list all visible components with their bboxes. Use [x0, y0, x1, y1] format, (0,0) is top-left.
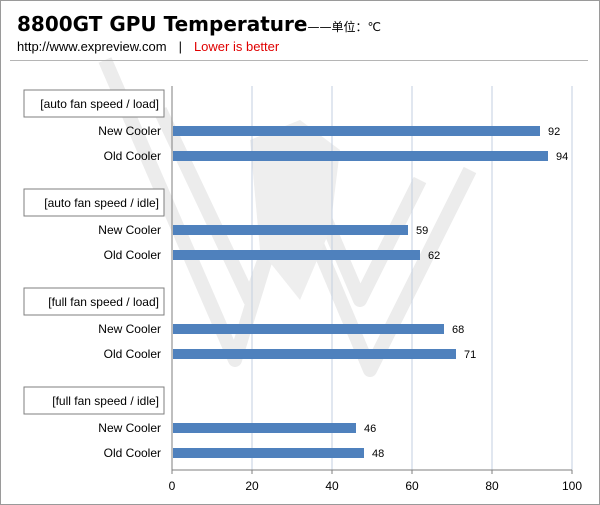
bar: [173, 250, 420, 260]
bar-value-label: 68: [452, 324, 464, 336]
category-label: Old Cooler: [104, 446, 161, 460]
bar: [173, 225, 408, 235]
x-axis: 0 20 40 60 80 100: [169, 86, 582, 493]
grid-lines: [251, 86, 573, 470]
group-label: [full fan speed / idle]: [52, 394, 159, 408]
x-tick-label: 40: [325, 479, 339, 493]
x-tick-label: 60: [405, 479, 419, 493]
x-tick-label: 0: [169, 479, 176, 493]
unit-note: ——单位：℃: [307, 20, 381, 34]
bar: [173, 349, 456, 359]
category-label: Old Cooler: [104, 248, 161, 262]
group-label-box: [23, 188, 165, 217]
category-label: New Cooler: [98, 124, 161, 138]
subtitle-line: http://www.expreview.com | Lower is better: [17, 39, 279, 54]
category-label: Old Cooler: [104, 149, 161, 163]
group-label-box: [23, 287, 165, 316]
category-label: New Cooler: [98, 223, 161, 237]
bar-value-label: 59: [416, 225, 428, 237]
x-tick-label: 100: [562, 479, 582, 493]
group-label-box: [23, 386, 165, 415]
x-tick-label: 20: [245, 479, 259, 493]
category-labels: [auto fan speed / load] New Cooler Old Coo…: [23, 89, 165, 460]
header-divider: [10, 60, 588, 61]
bar: [173, 448, 364, 458]
category-label: Old Cooler: [104, 347, 161, 361]
bars: 92 94 59 62 68 71 46 48: [173, 126, 568, 460]
category-label: New Cooler: [98, 322, 161, 336]
category-label: New Cooler: [98, 421, 161, 435]
bar-value-label: 92: [548, 126, 560, 138]
bar-value-label: 94: [556, 151, 568, 163]
bar-value-label: 48: [372, 448, 384, 460]
lower-is-better-note: Lower is better: [193, 39, 280, 54]
group-label-box: [23, 89, 165, 118]
group-label: [auto fan speed / idle]: [44, 196, 159, 210]
subtitle-separator: |: [178, 39, 182, 54]
site-url: http://www.expreview.com: [17, 39, 167, 54]
group-label: [full fan speed / load]: [48, 295, 159, 309]
bar-value-label: 62: [428, 250, 440, 262]
bar: [173, 151, 548, 161]
bar: [173, 324, 444, 334]
bar: [173, 423, 356, 433]
bar-value-label: 46: [364, 423, 376, 435]
bar: [173, 126, 540, 136]
group-label: [auto fan speed / load]: [40, 97, 159, 111]
chart-title: 8800GT GPU Temperature: [17, 12, 308, 36]
title-line: 8800GT GPU Temperature——单位：℃: [17, 12, 381, 36]
x-tick-label: 80: [485, 479, 499, 493]
bar-value-label: 71: [464, 349, 476, 361]
